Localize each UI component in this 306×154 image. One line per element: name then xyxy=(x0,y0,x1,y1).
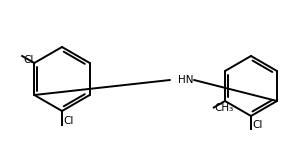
Text: Cl: Cl xyxy=(63,116,73,126)
Text: Cl: Cl xyxy=(23,55,34,65)
Text: Cl: Cl xyxy=(252,120,262,130)
Text: CH₃: CH₃ xyxy=(215,103,234,113)
Text: HN: HN xyxy=(178,75,193,85)
